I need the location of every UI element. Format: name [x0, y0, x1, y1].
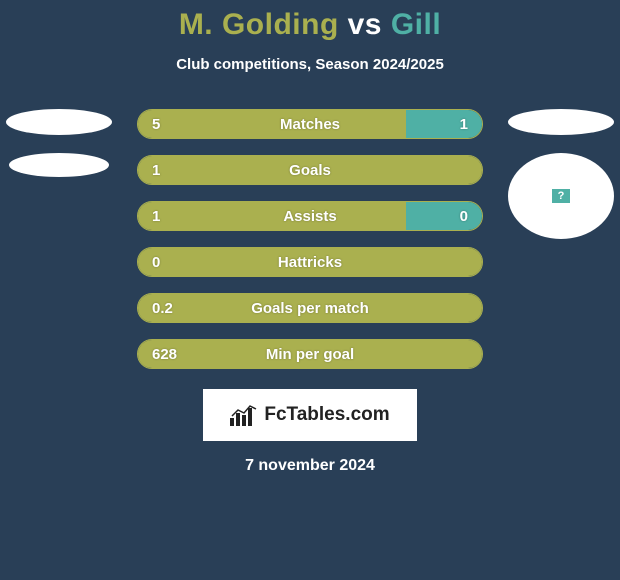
stat-bar-goals: 1Goals	[137, 155, 483, 185]
stat-label: Goals	[138, 156, 482, 184]
player1-photo-placeholder	[6, 109, 112, 135]
player2-avatar-col	[506, 109, 616, 239]
stat-bar-min-per-goal: 628Min per goal	[137, 339, 483, 369]
subtitle: Club competitions, Season 2024/2025	[0, 56, 620, 73]
snapshot-date: 7 november 2024	[0, 457, 620, 475]
stat-label: Min per goal	[138, 340, 482, 368]
player1-avatar-col	[4, 109, 114, 195]
stat-label: Hattricks	[138, 248, 482, 276]
stat-bars: 51Matches 1Goals 10Assists 0Hattricks 0.2Goa…	[137, 109, 483, 369]
stat-bar-goals-per-match: 0.2Goals per match	[137, 293, 483, 323]
stat-bar-hattricks: 0Hattricks	[137, 247, 483, 277]
fctables-logo-icon	[230, 404, 258, 426]
brand-footer: FcTables.com	[203, 389, 417, 441]
stat-label: Assists	[138, 202, 482, 230]
stat-label: Matches	[138, 110, 482, 138]
brand-name: FcTables.com	[264, 404, 389, 426]
player2-name: Gill	[391, 8, 441, 41]
stat-label: Goals per match	[138, 294, 482, 322]
stat-bar-matches: 51Matches	[137, 109, 483, 139]
comparison-title: M. Golding vs Gill	[0, 0, 620, 42]
comparison-body: 51Matches 1Goals 10Assists 0Hattricks 0.2Goa…	[0, 109, 620, 369]
stat-bar-assists: 10Assists	[137, 201, 483, 231]
player1-name: M. Golding	[179, 8, 339, 41]
vs-text: vs	[348, 8, 382, 41]
player2-club-circle	[508, 153, 614, 239]
player1-club-placeholder	[9, 153, 109, 177]
unknown-badge-icon	[552, 189, 570, 203]
player2-photo-placeholder	[508, 109, 614, 135]
